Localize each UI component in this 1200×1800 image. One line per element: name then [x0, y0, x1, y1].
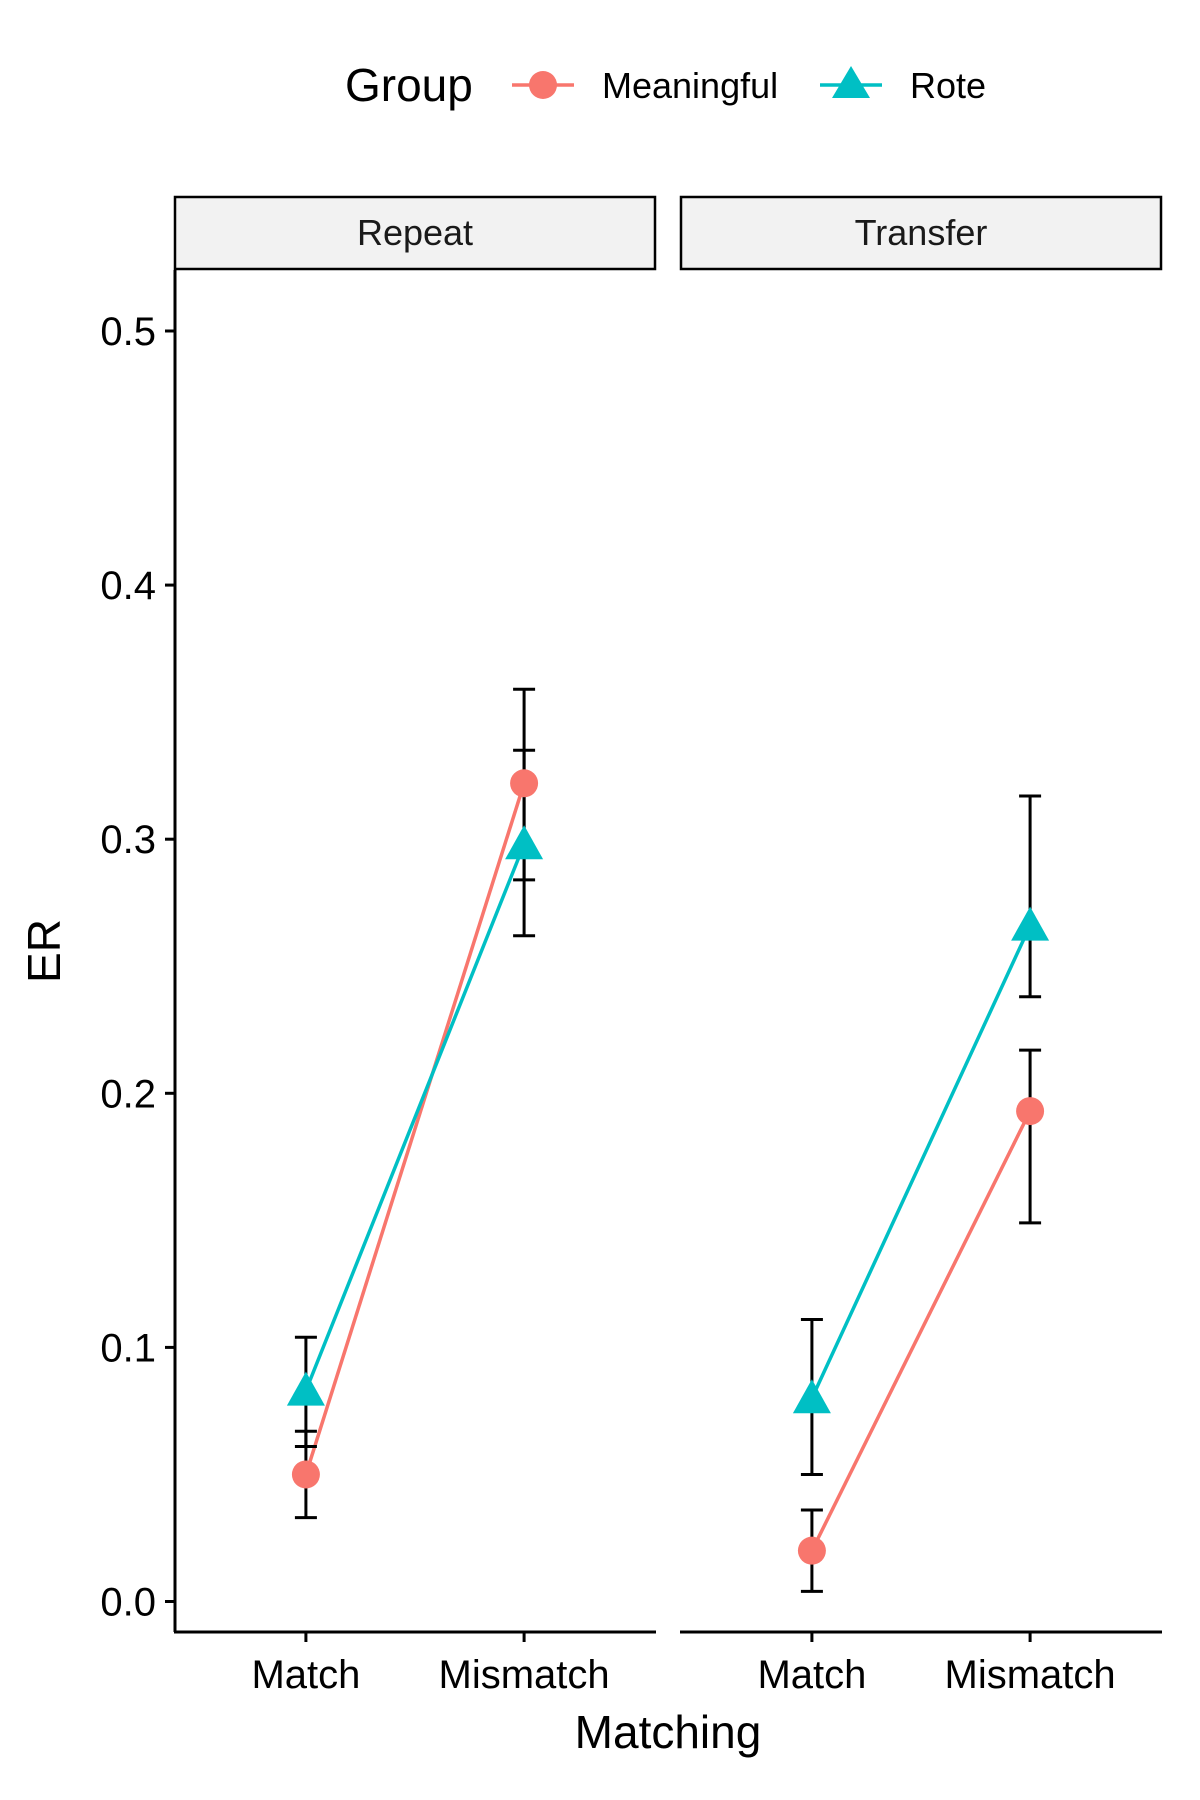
x-tick-label: Match — [251, 1653, 360, 1697]
series-line-meaningful-repeat — [304, 782, 526, 1475]
error-bar-rote-transfer — [1019, 794, 1042, 999]
legend-label-rote: Rote — [910, 65, 986, 106]
y-tick-label: 0.2 — [100, 1072, 156, 1116]
data-point-meaningful-transfer — [797, 1536, 826, 1565]
facet-strip-label-repeat: Repeat — [357, 212, 473, 253]
legend: Group Meaningful Rote — [345, 59, 986, 111]
y-axis-title: ER — [18, 919, 70, 983]
data-point-meaningful-transfer — [1016, 1097, 1045, 1126]
y-tick-label: 0.0 — [100, 1581, 156, 1625]
legend-label-meaningful: Meaningful — [602, 65, 778, 106]
x-tick-label: Mismatch — [439, 1653, 610, 1697]
facet-strip-box-transfer — [679, 195, 1163, 271]
data-point-rote-repeat — [505, 825, 544, 860]
y-tick-label: 0.1 — [100, 1326, 156, 1370]
x-tick-label: Match — [757, 1653, 866, 1697]
y-tick-label: 0.4 — [100, 564, 156, 608]
y-tick-label: 0.3 — [100, 818, 156, 862]
data-layer — [286, 687, 1050, 1593]
facet-strip-label-transfer: Transfer — [855, 212, 988, 253]
facet-strip-transfer: Transfer — [679, 195, 1163, 271]
series-line-rote-repeat — [304, 843, 526, 1392]
x-axis-title: Matching — [575, 1706, 762, 1758]
data-point-meaningful-repeat — [510, 769, 539, 798]
series-line-meaningful-transfer — [810, 1110, 1032, 1552]
data-point-meaningful-repeat — [291, 1460, 320, 1489]
y-tick-label: 0.5 — [100, 310, 156, 354]
error-bar-meaningful-transfer — [1019, 1048, 1042, 1225]
legend-entry-rote: Rote — [820, 65, 986, 106]
legend-key-marker-rote — [832, 66, 870, 98]
facet-strip-box-repeat — [173, 195, 657, 271]
legend-entry-meaningful: Meaningful — [512, 65, 778, 106]
data-point-rote-transfer — [1011, 906, 1050, 941]
data-point-rote-transfer — [792, 1379, 831, 1414]
x-ticks: Match Mismatch Match Mismatch — [251, 1632, 1116, 1697]
series-line-rote-transfer — [810, 924, 1032, 1399]
data-point-rote-repeat — [286, 1371, 325, 1406]
legend-key-marker-meaningful — [529, 71, 557, 99]
facet-strip-repeat: Repeat — [173, 195, 657, 271]
legend-title: Group — [345, 59, 473, 111]
x-tick-label: Mismatch — [945, 1653, 1116, 1697]
y-ticks: 0.0 0.1 0.2 0.3 0.4 0.5 — [100, 310, 175, 1625]
